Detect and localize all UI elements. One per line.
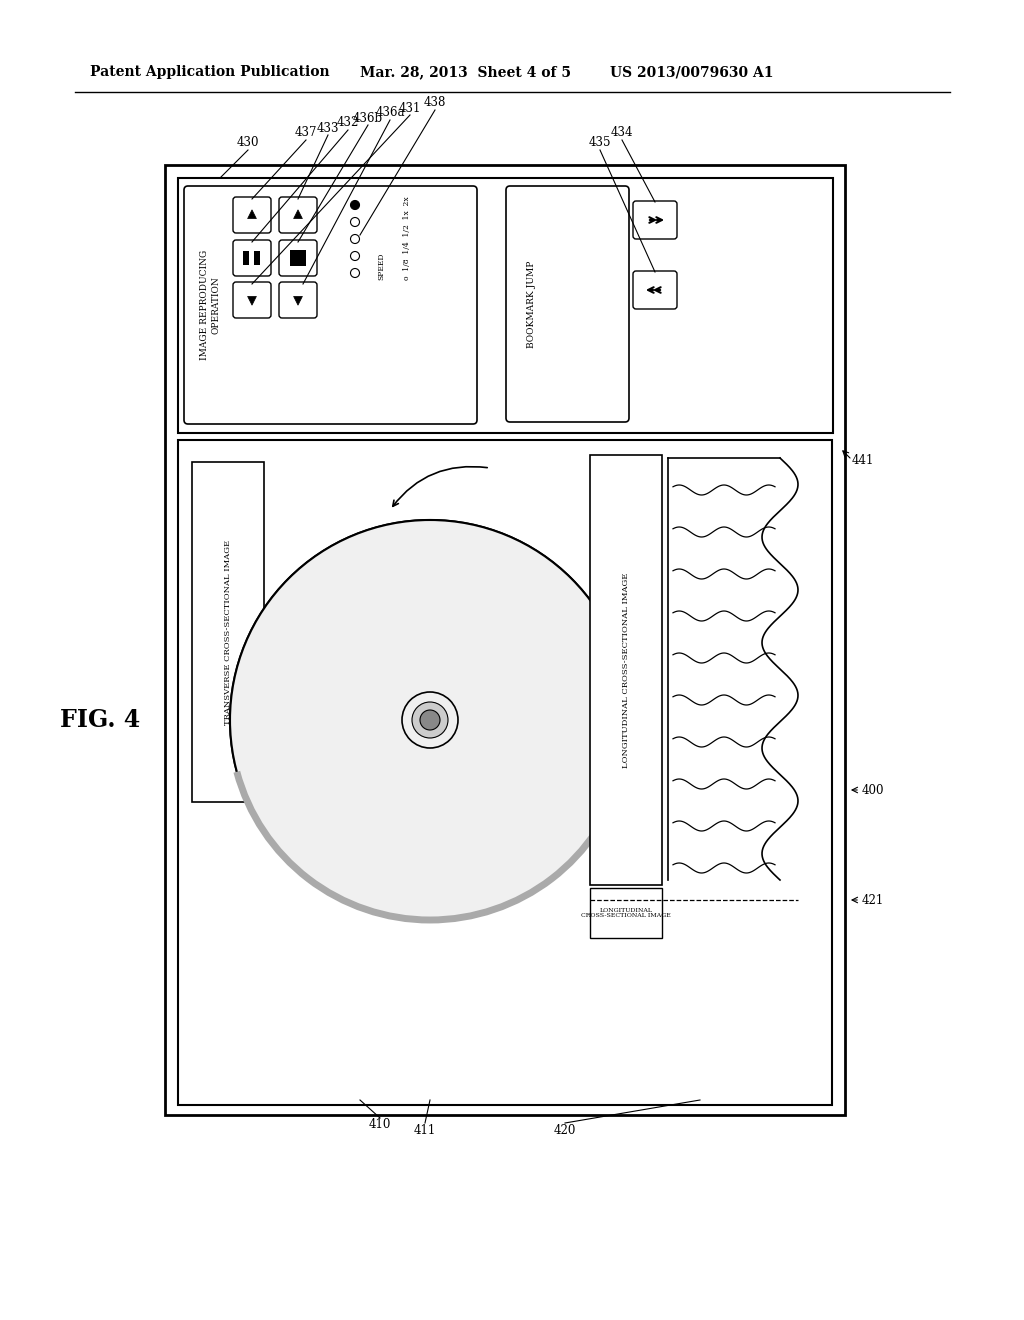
- Text: LONGITUDINAL CROSS-SECTIONAL IMAGE: LONGITUDINAL CROSS-SECTIONAL IMAGE: [622, 573, 630, 768]
- FancyBboxPatch shape: [279, 282, 317, 318]
- Bar: [178, 178, 833, 433]
- Bar: [254, 251, 260, 265]
- Text: 434: 434: [610, 127, 633, 140]
- FancyBboxPatch shape: [233, 282, 271, 318]
- Circle shape: [412, 702, 449, 738]
- Text: 435: 435: [589, 136, 611, 149]
- Text: 432: 432: [337, 116, 359, 129]
- Text: FIG. 4: FIG. 4: [59, 708, 140, 733]
- Text: 420: 420: [554, 1123, 577, 1137]
- Polygon shape: [248, 297, 256, 305]
- Bar: [165, 165, 845, 1115]
- Bar: [590, 888, 662, 939]
- Text: 433: 433: [316, 121, 339, 135]
- FancyBboxPatch shape: [279, 197, 317, 234]
- FancyBboxPatch shape: [279, 240, 317, 276]
- FancyBboxPatch shape: [233, 240, 271, 276]
- Text: 430: 430: [237, 136, 259, 149]
- Text: Mar. 28, 2013  Sheet 4 of 5: Mar. 28, 2013 Sheet 4 of 5: [360, 65, 571, 79]
- Text: 431: 431: [398, 102, 421, 115]
- Polygon shape: [294, 210, 302, 219]
- FancyBboxPatch shape: [633, 271, 677, 309]
- Text: 421: 421: [862, 894, 885, 907]
- Bar: [290, 249, 306, 267]
- Circle shape: [350, 218, 359, 227]
- Text: Patent Application Publication: Patent Application Publication: [90, 65, 330, 79]
- Text: SPEED

o  1/8  1/4  1/2  1x  2x: SPEED o 1/8 1/4 1/2 1x 2x: [377, 197, 411, 280]
- Circle shape: [350, 235, 359, 243]
- Text: LONGITUDINAL
CROSS-SECTIONAL IMAGE: LONGITUDINAL CROSS-SECTIONAL IMAGE: [582, 908, 671, 919]
- Text: IMAGE REPRODUCING
OPERATION: IMAGE REPRODUCING OPERATION: [200, 249, 220, 360]
- Text: 400: 400: [862, 784, 885, 796]
- FancyBboxPatch shape: [633, 201, 677, 239]
- FancyBboxPatch shape: [506, 186, 629, 422]
- Text: 410: 410: [369, 1118, 391, 1131]
- Polygon shape: [294, 297, 302, 305]
- Text: US 2013/0079630 A1: US 2013/0079630 A1: [610, 65, 773, 79]
- Bar: [193, 462, 264, 803]
- Text: 436a: 436a: [375, 107, 404, 120]
- Bar: [243, 251, 249, 265]
- Text: BOOKMARK JUMP: BOOKMARK JUMP: [527, 260, 537, 347]
- Text: 441: 441: [852, 454, 874, 466]
- Text: 436b: 436b: [353, 111, 383, 124]
- FancyBboxPatch shape: [233, 197, 271, 234]
- Circle shape: [350, 268, 359, 277]
- Text: TRANSVERSE CROSS-SECTIONAL IMAGE: TRANSVERSE CROSS-SECTIONAL IMAGE: [224, 540, 232, 725]
- Text: 437: 437: [295, 127, 317, 140]
- Bar: [178, 440, 831, 1105]
- Circle shape: [420, 710, 440, 730]
- Polygon shape: [248, 210, 256, 219]
- Text: 411: 411: [414, 1123, 436, 1137]
- Circle shape: [230, 520, 630, 920]
- Bar: [590, 455, 662, 884]
- Circle shape: [350, 252, 359, 260]
- Circle shape: [350, 201, 359, 210]
- Text: 438: 438: [424, 96, 446, 110]
- FancyBboxPatch shape: [184, 186, 477, 424]
